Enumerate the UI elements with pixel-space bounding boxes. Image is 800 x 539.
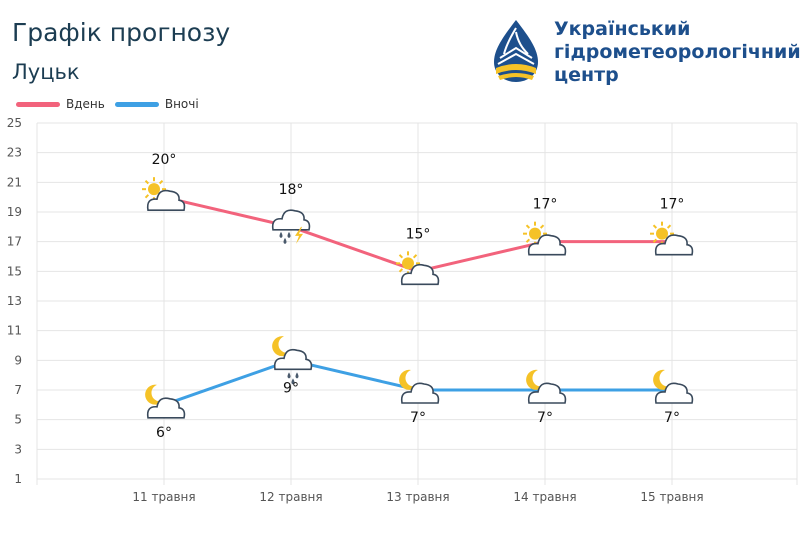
- city-name: Луцьк: [12, 60, 80, 84]
- day-temp-label: 20°: [152, 152, 177, 168]
- x-tick-label: 12 травня: [259, 490, 322, 504]
- y-tick-label: 9: [14, 353, 22, 367]
- y-tick-label: 7: [14, 383, 22, 397]
- moon-cloud-icon: [653, 369, 694, 404]
- night-temp-label: 9°: [283, 380, 299, 396]
- hydromet-logo-icon: [494, 20, 538, 82]
- sun-cloud-icon: [142, 177, 186, 211]
- sun-cloud-icon: [396, 251, 440, 286]
- x-tick-label: 15 травня: [640, 490, 703, 504]
- logo: Український гідрометеорологічний центр: [488, 18, 800, 88]
- day-temp-label: 18°: [279, 182, 304, 198]
- day-temp-label: 17°: [533, 197, 558, 213]
- logo-text: Український гідрометеорологічний центр: [554, 18, 800, 87]
- y-tick-label: 5: [14, 413, 22, 427]
- night-temp-label: 7°: [664, 410, 680, 426]
- y-tick-label: 3: [14, 442, 22, 456]
- moon-cloud-icon: [526, 369, 567, 404]
- night-temp-label: 6°: [156, 425, 172, 441]
- sun-cloud-icon: [650, 221, 694, 256]
- x-tick-label: 11 травня: [132, 490, 195, 504]
- logo-line-1: Український: [554, 18, 691, 40]
- day-temp-label: 15°: [406, 226, 431, 242]
- x-tick-label: 13 травня: [386, 490, 449, 504]
- y-tick-label: 1: [14, 472, 22, 486]
- logo-line-3: центр: [554, 64, 619, 86]
- y-tick-label: 17: [7, 235, 22, 249]
- x-tick-label: 14 травня: [513, 490, 576, 504]
- logo-line-2: гідрометеорологічний: [554, 41, 800, 63]
- thunder-rain-cloud-icon: [271, 209, 311, 244]
- day-temp-label: 17°: [660, 197, 685, 213]
- legend-item-night[interactable]: Вночі: [114, 97, 199, 111]
- legend-item-day[interactable]: Вдень: [16, 97, 105, 111]
- legend-swatch-night: [114, 101, 159, 107]
- y-tick-label: 25: [7, 116, 22, 130]
- legend-label-day: Вдень: [66, 97, 105, 111]
- moon-cloud-icon: [399, 369, 440, 404]
- chart-legend: Вдень Вночі: [16, 97, 209, 111]
- y-tick-label: 13: [7, 294, 22, 308]
- night-temp-label: 7°: [410, 410, 426, 426]
- y-tick-label: 19: [7, 205, 22, 219]
- moon-cloud-icon: [145, 384, 186, 419]
- page-title: Графік прогнозу: [12, 18, 231, 47]
- legend-swatch-day: [16, 101, 60, 107]
- moon-rain-cloud-icon: [272, 336, 313, 385]
- y-tick-label: 15: [7, 264, 22, 278]
- sun-cloud-icon: [523, 221, 567, 256]
- legend-label-night: Вночі: [164, 97, 199, 111]
- y-tick-label: 23: [7, 146, 22, 160]
- y-tick-label: 21: [7, 175, 22, 189]
- y-tick-label: 11: [7, 324, 22, 338]
- night-temp-label: 7°: [537, 410, 553, 426]
